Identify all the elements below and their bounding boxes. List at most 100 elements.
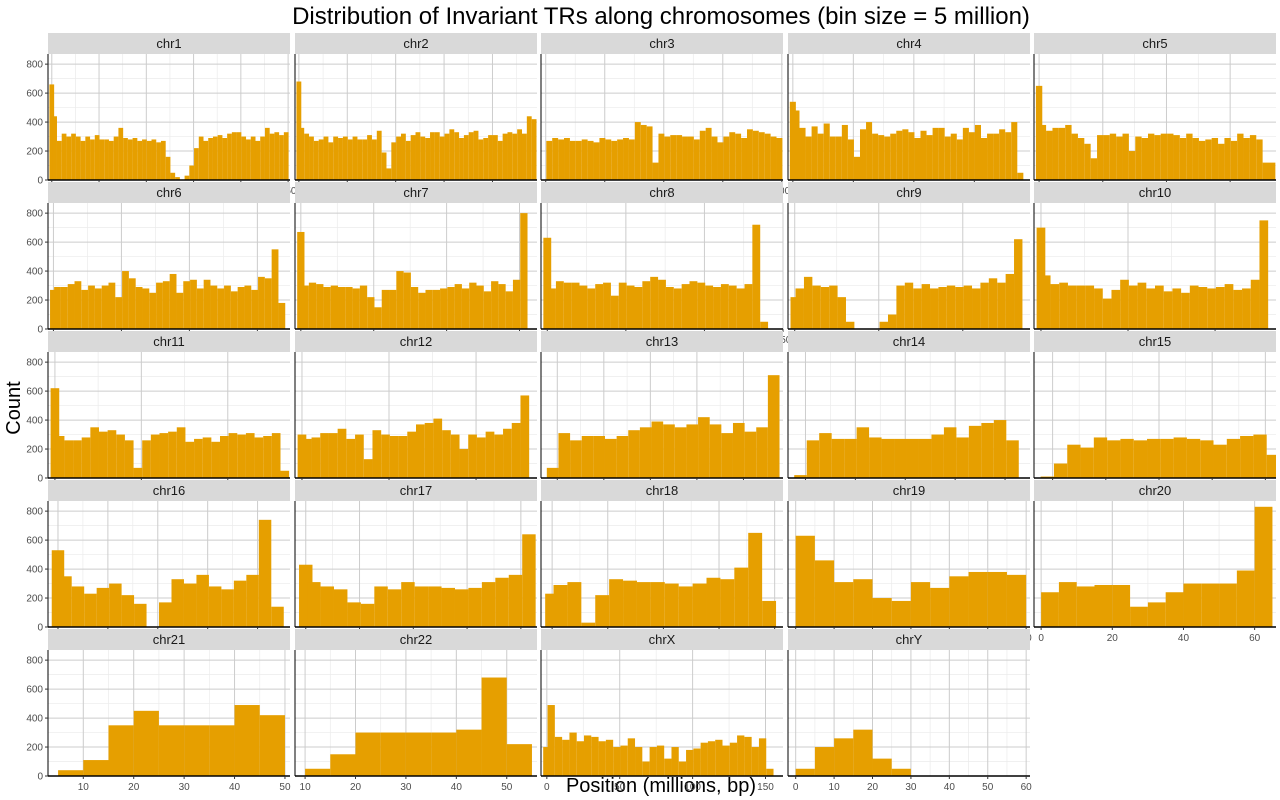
histogram-bar [176,292,184,329]
histogram-bar [483,291,492,329]
y-axis-title: Count [3,381,25,435]
histogram-bar [1147,133,1155,180]
facet-panel-chrY: chrY 0 10 20 30 40 50 60 [787,629,1032,793]
histogram-bar [764,133,771,180]
histogram-bar [142,288,150,329]
facet-panel-chr8: chr8050100150 [540,182,792,346]
histogram-bar [109,583,122,627]
histogram-bar [202,437,212,478]
histogram-bar [664,758,672,776]
histogram-bar [522,534,536,627]
histogram-bar [795,535,815,627]
histogram-bar [1268,162,1276,180]
histogram-bar [562,739,570,776]
histogram-bar [184,175,190,180]
histogram-bar [609,579,624,627]
histogram-bar [1071,133,1078,180]
histogram-bar [278,302,286,329]
facet-strip-label: chr5 [1142,36,1167,51]
histogram-bar [391,142,397,180]
histogram-bar [345,287,353,329]
histogram-bar [620,745,628,776]
facet-strip-label: chrX [649,632,676,647]
histogram-bar [84,593,97,627]
histogram-bar [1133,440,1148,478]
histogram-bar [894,438,907,478]
histogram-bar [316,284,324,329]
histogram-bar [914,138,921,180]
histogram-bar [879,321,888,329]
histogram-bar [299,127,305,180]
histogram-bar [389,436,399,478]
facet-panel-chr22: chr22 10 20 30 40 50 [294,629,537,793]
histogram-bar [1005,273,1015,329]
x-tick-label: 40 [944,782,956,793]
histogram-bar [646,126,653,180]
facet-strip [541,480,783,501]
y-tick-label: 400 [26,118,43,129]
histogram-bar [228,433,238,478]
histogram-bar [531,119,537,180]
histogram-bar [1218,143,1225,180]
histogram-bar [1077,138,1085,180]
histogram-bar [623,580,637,627]
histogram-bar [728,285,737,329]
histogram-bar [687,136,694,180]
histogram-bar [913,288,922,329]
histogram-bar [1116,136,1123,180]
histogram-bar [552,138,559,180]
histogram-bar [729,742,738,776]
histogram-bar [1102,298,1112,329]
histogram-bar [1192,138,1199,180]
histogram-bar [405,732,432,776]
histogram-bar [1135,136,1142,180]
histogram-bar [183,281,191,329]
histogram-bar [488,135,493,180]
histogram-bar [581,139,588,180]
histogram-bar [376,130,382,180]
histogram-bar [508,574,523,627]
histogram-bar [686,749,694,776]
histogram-bar [1067,285,1077,329]
histogram-bar [698,417,710,478]
histogram-bar [938,287,947,329]
histogram-bar [734,567,749,627]
histogram-bar [323,136,329,180]
histogram-bar [61,133,67,180]
histogram-bar [98,431,108,478]
histogram-bar [342,136,348,180]
histogram-bar [80,140,86,180]
facet-strip [48,182,290,203]
histogram-bar [547,705,555,776]
histogram-bar [1253,434,1267,478]
x-tick-label: 50 [501,782,513,793]
histogram-bar [598,741,606,776]
histogram-bar [476,437,486,478]
histogram-bar [575,140,582,180]
facet-panel-chr7: chr7050100150 [294,182,537,346]
facet-panel-chr3: chr3050100150200 [540,33,791,197]
histogram-bar [1041,592,1059,627]
histogram-bar [837,297,846,329]
histogram-bar [347,139,353,180]
histogram-bar [997,282,1006,329]
histogram-bar [1052,127,1059,180]
histogram-bar [362,139,368,180]
histogram-bar [407,431,416,478]
histogram-bar [908,132,915,180]
histogram-bar [720,284,729,329]
histogram-bar [165,156,171,180]
histogram-bar [613,747,621,776]
histogram-bar [521,133,527,180]
histogram-bar [135,287,143,329]
histogram-bar [760,321,769,329]
histogram-bar [73,440,82,478]
histogram-bar [346,438,356,478]
y-tick-label: 200 [26,147,43,158]
y-tick-label: 0 [37,623,43,634]
histogram-bar [469,282,477,329]
histogram-bar [546,140,553,180]
histogram-bar [94,135,100,180]
histogram-bar [623,138,629,180]
histogram-bar [906,438,919,478]
